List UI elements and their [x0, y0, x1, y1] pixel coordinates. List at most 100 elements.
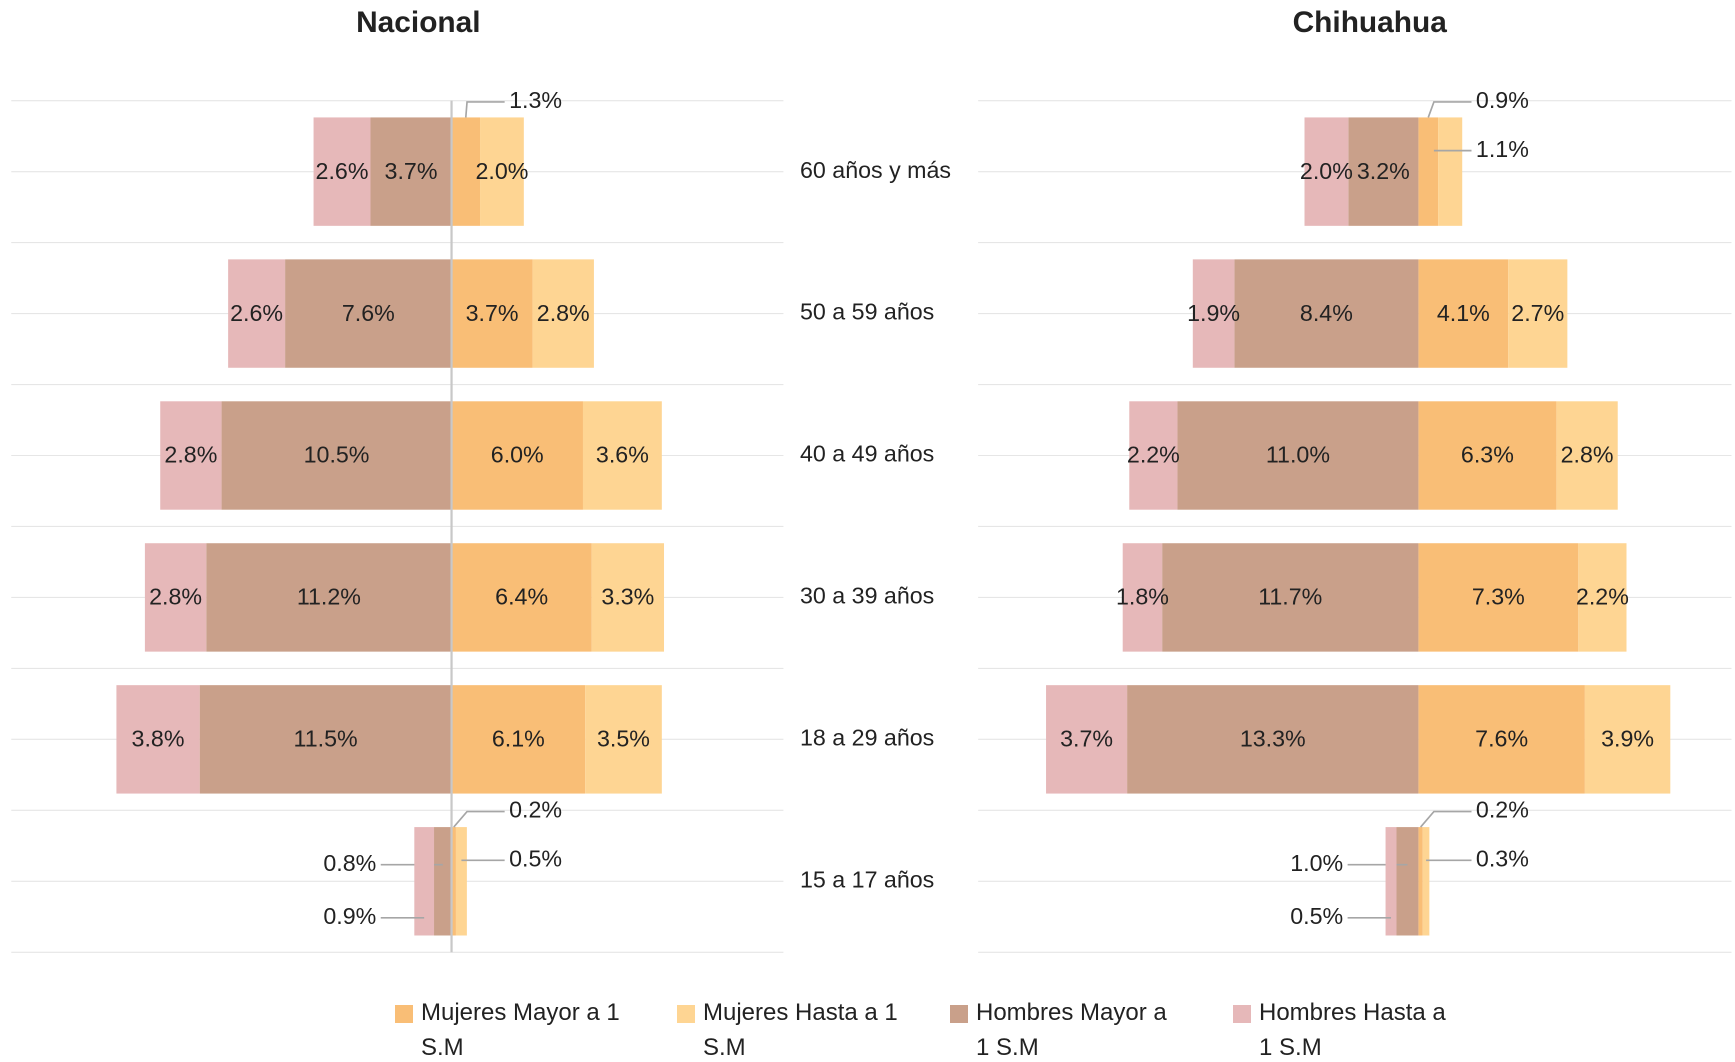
data-label: 0.2% [1476, 797, 1529, 823]
data-label: 1.0% [1290, 850, 1343, 876]
bar-segment [1234, 259, 1419, 368]
bar-segment [1385, 827, 1397, 936]
data-label: 4.1% [1437, 300, 1490, 326]
bar-segment [1046, 685, 1128, 794]
bar-segment [455, 827, 467, 936]
data-label: 11.0% [1266, 442, 1330, 468]
bar-segment [585, 685, 662, 794]
data-label: 6.3% [1461, 442, 1514, 468]
bar-segment [370, 117, 452, 226]
bar-segment [1177, 401, 1419, 510]
bar-segment [1418, 117, 1439, 226]
bar-segment [313, 117, 371, 226]
data-label: 2.8% [149, 584, 202, 610]
data-label: 1.3% [509, 87, 562, 113]
data-label: 13.3% [1240, 726, 1306, 752]
bar-segment [480, 117, 524, 226]
data-label: 11.2% [297, 584, 361, 610]
data-label: 3.7% [466, 300, 519, 326]
leader-line [1427, 101, 1472, 118]
bar-segment [414, 827, 435, 936]
legend-swatch [1233, 1005, 1251, 1023]
bar-segment [1438, 117, 1463, 226]
bar-segment [1122, 543, 1163, 652]
data-label: 2.8% [1561, 442, 1614, 468]
data-label: 2.0% [475, 158, 528, 184]
data-label: 10.5% [304, 442, 370, 468]
bar-segment [582, 401, 662, 510]
category-label: 50 a 59 años [800, 299, 934, 325]
bar-segment [1584, 685, 1671, 794]
data-label: 7.6% [342, 300, 395, 326]
legend-item: Mujeres Mayor a 1 S.M [395, 995, 621, 1062]
data-label: 2.6% [316, 158, 369, 184]
legend-item: Hombres Mayor a 1 S.M [950, 995, 1176, 1062]
legend-item: Mujeres Hasta a 1 S.M [677, 995, 903, 1062]
bar-segment [434, 827, 452, 936]
bar-segment [228, 259, 286, 368]
legend-label: Hombres Mayor a 1 S.M [976, 999, 1167, 1061]
leader-line [1419, 810, 1472, 828]
bar-segment [591, 543, 665, 652]
data-label: 11.5% [294, 726, 358, 752]
bar-segment [1192, 259, 1235, 368]
data-label: 3.3% [601, 584, 654, 610]
leader-line [464, 101, 505, 118]
data-label: 1.8% [1116, 584, 1169, 610]
data-label: 2.6% [230, 300, 283, 326]
legend-label: Mujeres Mayor a 1 S.M [421, 999, 620, 1061]
bar-segment [532, 259, 594, 368]
data-label: 2.7% [1511, 300, 1564, 326]
bar-segment [451, 543, 592, 652]
legend-item: Hombres Hasta a 1 S.M [1233, 995, 1459, 1062]
bar-segment [1418, 685, 1585, 794]
data-label: 11.7% [1258, 584, 1322, 610]
bar-segment [221, 401, 452, 510]
data-label: 3.7% [385, 158, 438, 184]
legend-label: Hombres Hasta a 1 S.M [1259, 999, 1446, 1061]
category-label: 40 a 49 años [800, 441, 934, 467]
bar-segment [1418, 401, 1557, 510]
data-label: 0.9% [1476, 87, 1529, 113]
bar-segment [1418, 259, 1509, 368]
data-label: 0.2% [509, 797, 562, 823]
category-label: 30 a 39 años [800, 583, 934, 609]
legend-swatch [395, 1005, 413, 1023]
legend-swatch [950, 1005, 968, 1023]
data-label: 1.9% [1187, 300, 1240, 326]
data-label: 0.9% [323, 903, 376, 929]
bar-segment [451, 259, 533, 368]
data-label: 0.3% [1476, 845, 1529, 871]
chart-title: Chihuahua [1293, 6, 1448, 39]
legend-label: Mujeres Hasta a 1 S.M [703, 999, 898, 1061]
data-label: 2.2% [1127, 442, 1180, 468]
data-label: 2.2% [1576, 584, 1629, 610]
bar-segment [1556, 401, 1618, 510]
bar-segment [199, 685, 452, 794]
bar-segment [160, 401, 222, 510]
bar-segment [1578, 543, 1627, 652]
bar-segment [1129, 401, 1178, 510]
bar-segment [451, 685, 586, 794]
data-label: 7.3% [1472, 584, 1525, 610]
category-label: 15 a 17 años [800, 866, 934, 892]
data-label: 6.4% [495, 584, 548, 610]
category-label: 18 a 29 años [800, 725, 934, 751]
data-label: 3.9% [1601, 726, 1654, 752]
bar-segment [451, 117, 481, 226]
data-label: 6.1% [492, 726, 545, 752]
data-label: 2.0% [1300, 158, 1353, 184]
data-label: 0.5% [1290, 903, 1343, 929]
data-label: 3.6% [596, 442, 649, 468]
data-label: 6.0% [491, 442, 544, 468]
data-label: 8.4% [1300, 300, 1353, 326]
bar-segment [1396, 827, 1419, 936]
bar-segment [116, 685, 200, 794]
data-label: 2.8% [164, 442, 217, 468]
data-label: 3.8% [132, 726, 185, 752]
chart-title: Nacional [356, 6, 480, 39]
legend-swatch [677, 1005, 695, 1023]
bar-segment [1348, 117, 1419, 226]
